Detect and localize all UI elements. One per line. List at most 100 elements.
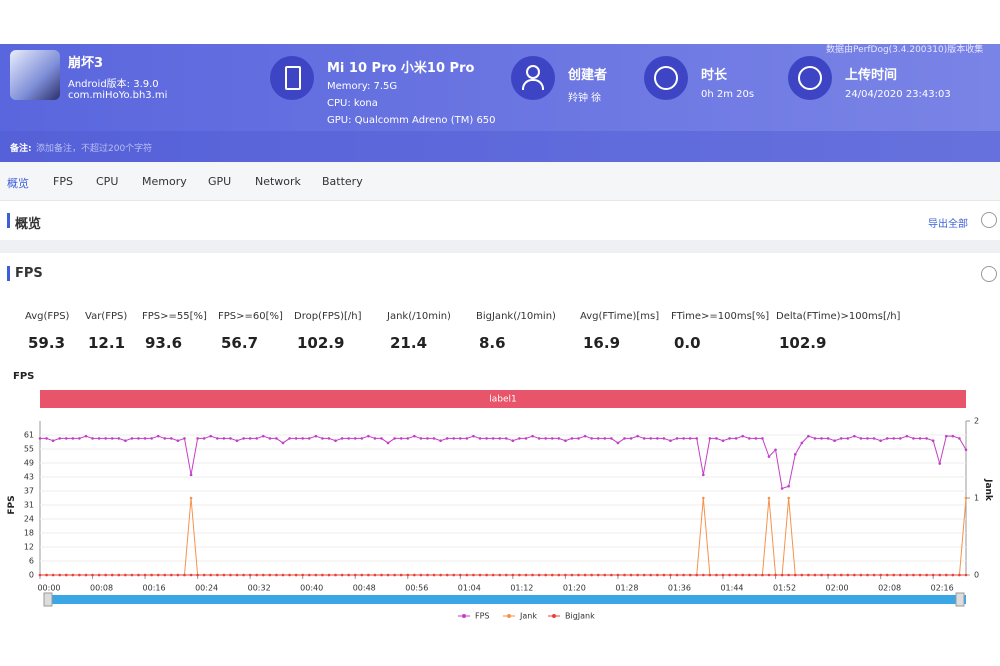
point [301,437,304,440]
point [662,573,666,577]
stat-label: Jank(/10min) [387,311,451,322]
point [465,573,469,577]
tab[interactable]: FPS [53,175,73,188]
point [314,434,318,438]
point [583,434,587,438]
point [45,573,48,577]
point [813,573,817,577]
point [229,573,232,577]
point [386,441,390,445]
point [899,573,902,577]
creator-label: 创建者 [568,68,608,83]
point [143,573,147,577]
point [229,573,232,577]
point [951,573,955,577]
point [334,439,337,442]
point [432,437,436,440]
point [859,437,863,440]
tab[interactable]: GPU [208,175,232,188]
collapse-button[interactable] [981,212,997,228]
point [45,573,48,577]
point [235,573,239,577]
point [642,437,646,440]
point [964,496,968,500]
point [163,437,167,440]
point [491,573,495,577]
point [623,573,626,577]
point [708,437,712,440]
point [550,573,554,577]
point [938,573,942,577]
point [859,573,863,577]
point [373,573,377,577]
point [176,439,180,442]
stat-value: 102.9 [297,334,345,352]
point [71,573,75,577]
note-bar[interactable]: 备注: 添加备注，不超过200个字符 [0,131,1000,162]
tab[interactable]: Memory [142,175,187,188]
point [91,573,94,577]
tab[interactable]: 概览 [7,177,29,190]
point [682,437,685,440]
point [550,573,554,577]
point [406,573,410,577]
collapse-button[interactable] [981,266,997,282]
series-line [40,435,967,490]
point [879,439,882,442]
stat-value: 93.6 [145,334,183,352]
point [800,441,804,445]
point [340,573,344,577]
point [518,437,521,440]
x-tick-label: 00:56 [405,584,428,593]
point [544,573,547,577]
stat-label: FPS>=60[%] [218,311,283,322]
tab[interactable]: Battery [322,175,363,188]
slider-handle[interactable] [955,592,965,607]
point [183,573,186,577]
point [511,573,515,577]
point [564,573,567,577]
slider-handle[interactable] [43,592,53,607]
export-button[interactable]: 导出全部 [928,219,968,230]
band-label: label1 [489,395,517,405]
point [84,573,88,577]
stat-value: 12.1 [88,334,126,352]
point [261,434,265,438]
point [255,573,259,577]
point [537,437,541,440]
point [702,573,705,577]
point [71,437,75,440]
point [117,573,121,577]
point [741,573,745,577]
point [202,437,206,440]
point [570,573,574,577]
point [294,573,298,577]
tab[interactable]: CPU [96,175,119,188]
point [603,573,607,577]
point [137,437,140,440]
point [498,573,502,577]
point [905,573,909,577]
point [189,473,193,477]
point [807,573,810,577]
point [780,487,784,490]
tab[interactable]: Network [255,175,301,188]
note-placeholder[interactable]: 添加备注，不超过200个字符 [36,144,153,154]
point [353,573,357,577]
point [721,439,725,442]
point [84,434,88,438]
point [439,439,442,442]
point [393,437,396,440]
point [774,448,777,452]
range-slider[interactable] [50,595,966,604]
stat-value: 21.4 [390,334,428,352]
stat-label: Avg(FTime)[ms] [580,311,660,322]
point [951,434,955,438]
point [38,573,42,577]
point [78,573,81,577]
x-tick-label: 00:16 [143,584,166,593]
point [498,573,502,577]
point [373,437,377,440]
point [629,573,633,577]
x-tick-label: 02:16 [931,584,954,593]
